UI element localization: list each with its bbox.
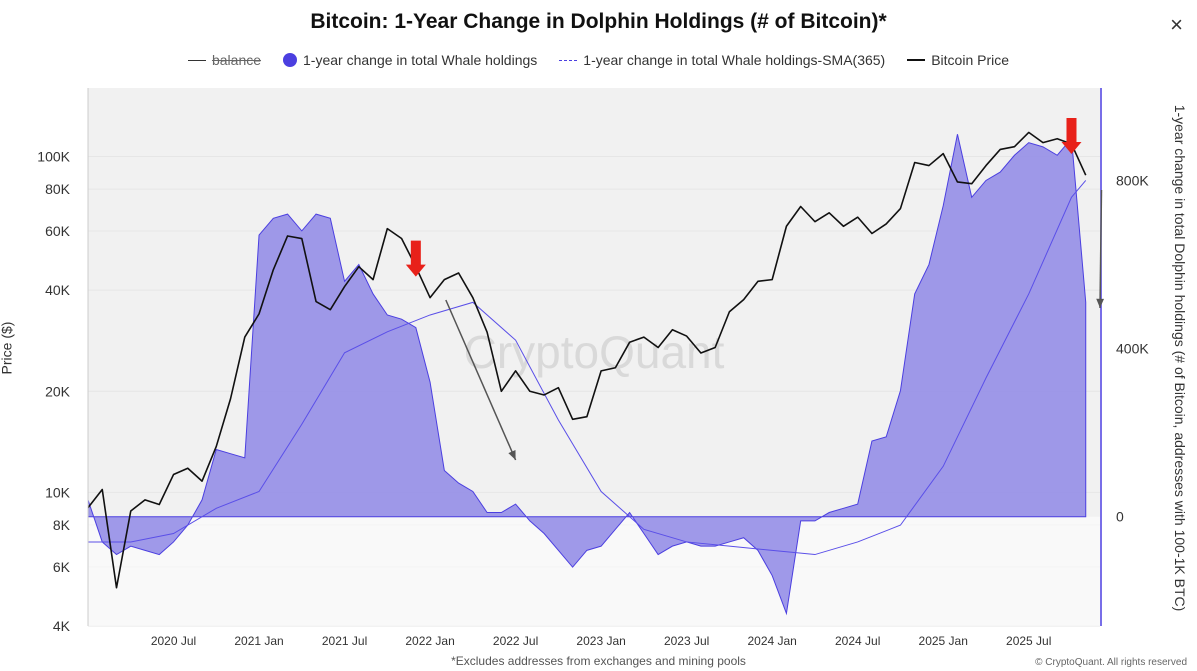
legend-swatch-change xyxy=(283,53,298,67)
gray-arrow-head xyxy=(1096,298,1105,308)
x-tick-label: 2021 Jul xyxy=(322,634,367,648)
right-tick-label: 0 xyxy=(1116,509,1124,525)
legend-item-sma[interactable]: 1-year change in total Whale holdings-SM… xyxy=(559,52,885,68)
x-tick-label: 2022 Jul xyxy=(493,634,538,648)
left-tick-label: 8K xyxy=(53,517,71,533)
right-axis-title: 1-year change in total Dolphin holdings … xyxy=(1170,100,1196,620)
x-tick-label: 2021 Jan xyxy=(234,634,283,648)
x-tick-label: 2025 Jul xyxy=(1006,634,1051,648)
legend-swatch-sma xyxy=(559,59,578,61)
left-tick-label: 10K xyxy=(45,484,71,500)
left-axis-title-text: Price ($) xyxy=(0,321,15,375)
left-tick-label: 100K xyxy=(37,149,70,165)
legend-item-balance[interactable]: balance xyxy=(187,52,262,68)
right-tick-label: 800K xyxy=(1116,172,1149,188)
x-tick-label: 2023 Jul xyxy=(664,634,709,648)
right-axis-title-text: 1-year change in total Dolphin holdings … xyxy=(1172,104,1188,612)
left-tick-label: 6K xyxy=(53,559,71,575)
red-arrow-annotation xyxy=(1061,117,1082,154)
gray-arrow-shaft xyxy=(1099,189,1103,309)
legend: balance 1-year change in total Whale hol… xyxy=(0,52,1197,68)
x-tick-label: 2024 Jan xyxy=(747,634,796,648)
sma-365-line xyxy=(88,180,1087,556)
copyright: © CryptoQuant. All rights reserved xyxy=(1035,657,1187,668)
legend-label-price: Bitcoin Price xyxy=(931,52,1010,68)
right-tick-label: 400K xyxy=(1116,341,1149,357)
left-tick-label: 80K xyxy=(45,181,71,197)
legend-item-price[interactable]: Bitcoin Price xyxy=(907,52,1009,68)
left-tick-label: 20K xyxy=(45,383,71,399)
chart-title: Bitcoin: 1-Year Change in Dolphin Holdin… xyxy=(310,10,887,33)
whale-change-area xyxy=(87,134,1087,616)
footnote: *Excludes addresses from exchanges and m… xyxy=(451,654,746,668)
left-axis-title: Price ($) xyxy=(0,300,30,400)
legend-label-sma: 1-year change in total Whale holdings-SM… xyxy=(583,52,886,68)
x-tick-label: 2020 Jul xyxy=(151,634,196,648)
close-icon[interactable]: × xyxy=(1170,12,1183,37)
red-arrow-annotation xyxy=(405,240,426,277)
bitcoin-price-line xyxy=(87,131,1087,589)
x-tick-label: 2025 Jan xyxy=(919,634,968,648)
legend-item-change[interactable]: 1-year change in total Whale holdings xyxy=(283,52,537,68)
left-tick-label: 60K xyxy=(45,223,71,239)
gray-arrow-shaft xyxy=(445,299,517,461)
gray-arrow-head xyxy=(508,450,516,460)
legend-swatch-price xyxy=(907,59,926,61)
x-tick-label: 2023 Jan xyxy=(576,634,625,648)
x-tick-label: 2022 Jan xyxy=(405,634,454,648)
legend-label-change: 1-year change in total Whale holdings xyxy=(303,52,538,68)
left-tick-label: 4K xyxy=(53,618,71,634)
left-tick-label: 40K xyxy=(45,282,71,298)
legend-label-balance: balance xyxy=(211,52,262,68)
watermark: CryptoQuant xyxy=(464,326,725,378)
x-tick-label: 2024 Jul xyxy=(835,634,880,648)
legend-swatch-balance xyxy=(187,59,206,61)
